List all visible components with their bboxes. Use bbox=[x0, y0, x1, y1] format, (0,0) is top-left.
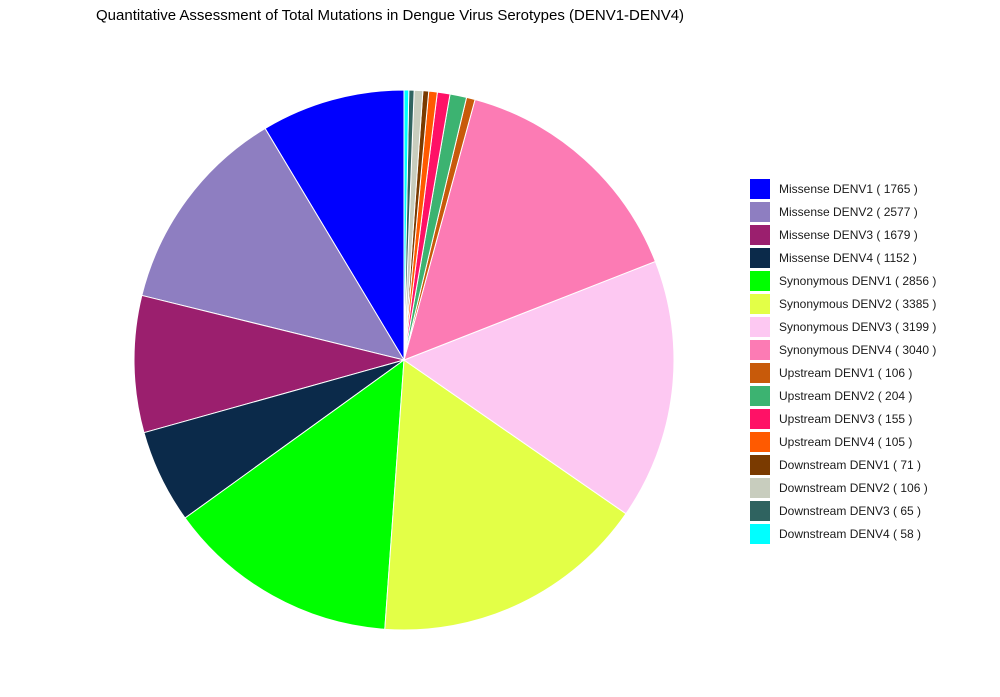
pie-slice-synonymous-denv1 bbox=[184, 358, 405, 630]
legend-label: Synonymous DENV2 ( 3385 ) bbox=[779, 296, 937, 311]
legend-swatch bbox=[750, 500, 770, 521]
legend-swatch bbox=[750, 523, 770, 544]
legend: Missense DENV1 ( 1765 ) Missense DENV2 ( … bbox=[750, 177, 936, 545]
legend-swatch bbox=[750, 178, 770, 199]
legend-item: Synonymous DENV4 ( 3040 ) bbox=[750, 338, 936, 361]
legend-item: Upstream DENV2 ( 204 ) bbox=[750, 384, 936, 407]
legend-item: Downstream DENV4 ( 58 ) bbox=[750, 522, 936, 545]
legend-label: Missense DENV4 ( 1152 ) bbox=[779, 250, 917, 265]
legend-item: Missense DENV1 ( 1765 ) bbox=[750, 177, 936, 200]
legend-swatch bbox=[750, 454, 770, 475]
legend-item: Downstream DENV3 ( 65 ) bbox=[750, 499, 936, 522]
legend-item: Synonymous DENV3 ( 3199 ) bbox=[750, 315, 936, 338]
legend-item: Missense DENV2 ( 2577 ) bbox=[750, 200, 936, 223]
legend-label: Synonymous DENV3 ( 3199 ) bbox=[779, 319, 937, 334]
legend-label: Synonymous DENV1 ( 2856 ) bbox=[779, 273, 937, 288]
legend-label: Upstream DENV1 ( 106 ) bbox=[779, 365, 913, 380]
pie-slice-synonymous-denv3 bbox=[402, 260, 675, 515]
legend-swatch bbox=[750, 339, 770, 360]
pie-slice-missense-denv2 bbox=[141, 127, 406, 361]
legend-swatch bbox=[750, 362, 770, 383]
legend-item: Upstream DENV1 ( 106 ) bbox=[750, 361, 936, 384]
pie-slice-synonymous-denv2 bbox=[384, 359, 627, 631]
legend-label: Downstream DENV3 ( 65 ) bbox=[779, 503, 922, 518]
legend-label: Upstream DENV3 ( 155 ) bbox=[779, 411, 913, 426]
legend-label: Missense DENV2 ( 2577 ) bbox=[779, 204, 918, 219]
legend-item: Missense DENV3 ( 1679 ) bbox=[750, 223, 936, 246]
legend-swatch bbox=[750, 408, 770, 429]
legend-swatch bbox=[750, 477, 770, 498]
legend-item: Downstream DENV1 ( 71 ) bbox=[750, 453, 936, 476]
legend-swatch bbox=[750, 247, 770, 268]
legend-label: Missense DENV1 ( 1765 ) bbox=[779, 181, 918, 196]
legend-swatch bbox=[750, 270, 770, 291]
pie-slice-synonymous-denv4 bbox=[403, 98, 657, 361]
legend-label: Upstream DENV2 ( 204 ) bbox=[779, 388, 913, 403]
legend-label: Upstream DENV4 ( 105 ) bbox=[779, 434, 913, 449]
legend-label: Downstream DENV2 ( 106 ) bbox=[779, 480, 928, 495]
legend-label: Downstream DENV1 ( 71 ) bbox=[779, 457, 922, 472]
legend-item: Upstream DENV4 ( 105 ) bbox=[750, 430, 936, 453]
legend-item: Missense DENV4 ( 1152 ) bbox=[750, 246, 936, 269]
legend-swatch bbox=[750, 201, 770, 222]
legend-label: Downstream DENV4 ( 58 ) bbox=[779, 526, 922, 541]
pie-slice-missense-denv1 bbox=[264, 89, 405, 362]
legend-swatch bbox=[750, 431, 770, 452]
pie-slice-downstream-denv4 bbox=[403, 89, 410, 361]
legend-item: Synonymous DENV2 ( 3385 ) bbox=[750, 292, 936, 315]
legend-item: Downstream DENV2 ( 106 ) bbox=[750, 476, 936, 499]
legend-label: Synonymous DENV4 ( 3040 ) bbox=[779, 342, 937, 357]
legend-swatch bbox=[750, 224, 770, 245]
legend-swatch bbox=[750, 316, 770, 337]
legend-label: Missense DENV3 ( 1679 ) bbox=[779, 227, 918, 242]
chart-title: Quantitative Assessment of Total Mutatio… bbox=[96, 7, 685, 24]
legend-swatch bbox=[750, 385, 770, 406]
pie-slice-missense-denv3 bbox=[133, 294, 406, 434]
legend-item: Synonymous DENV1 ( 2856 ) bbox=[750, 269, 936, 292]
legend-item: Upstream DENV3 ( 155 ) bbox=[750, 407, 936, 430]
legend-swatch bbox=[750, 293, 770, 314]
